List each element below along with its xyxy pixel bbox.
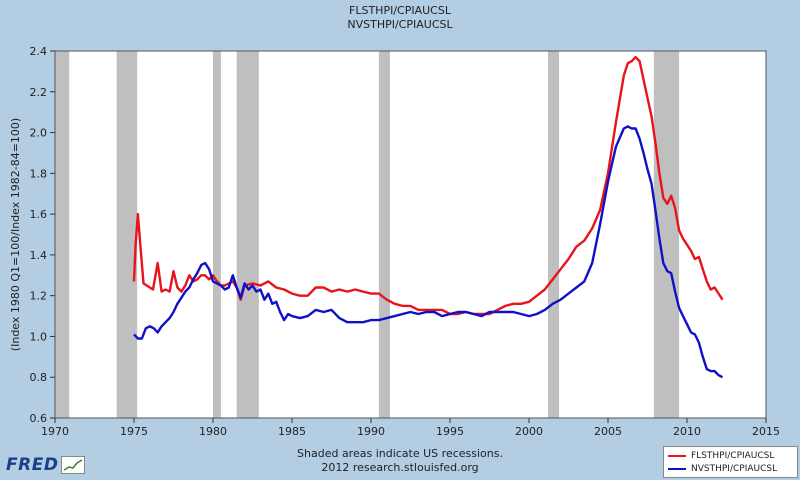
- recession-band-4: [378, 51, 390, 418]
- y-tick-label-2: 1.0: [30, 330, 48, 343]
- chart-title-line-1: FLSTHPI/CPIAUCSL: [349, 4, 451, 17]
- x-tick-label-3: 1985: [278, 425, 306, 438]
- y-axis-label: (Index 1980 Q1=100/Index 1982-84=100): [9, 118, 22, 351]
- source-note: 2012 research.stlouisfed.org: [321, 461, 479, 474]
- x-tick-label-5: 1995: [436, 425, 464, 438]
- recession-band-0: [55, 51, 70, 418]
- recession-band-6: [653, 51, 680, 418]
- legend-label-nv: NVSTHPI/CPIAUCSL: [691, 464, 778, 474]
- x-tick-label-2: 1980: [199, 425, 227, 438]
- chart-legend: FLSTHPI/CPIAUCSL NVSTHPI/CPIAUCSL: [663, 446, 798, 478]
- legend-item-fl: FLSTHPI/CPIAUCSL: [668, 450, 774, 462]
- legend-label-fl: FLSTHPI/CPIAUCSL: [691, 451, 775, 461]
- plot-frame: [54, 50, 767, 419]
- x-tick-label-1: 1975: [120, 425, 148, 438]
- legend-item-nv: NVSTHPI/CPIAUCSL: [668, 463, 777, 475]
- x-tick-label-4: 1990: [357, 425, 385, 438]
- fred-logo[interactable]: FRED: [6, 455, 86, 475]
- recession-band-5: [547, 51, 560, 418]
- y-tick-label-4: 1.4: [30, 249, 48, 262]
- mini-chart-icon: [61, 456, 86, 474]
- series-line-nv: [133, 125, 724, 379]
- y-tick-label-8: 2.2: [30, 86, 48, 99]
- y-tick-label-9: 2.4: [30, 45, 48, 58]
- plot-area: [55, 51, 766, 418]
- y-tick-label-1: 0.8: [30, 371, 48, 384]
- legend-swatch-fl: [668, 455, 686, 457]
- y-tick-label-5: 1.6: [30, 208, 48, 221]
- x-tick-label-7: 2005: [594, 425, 622, 438]
- y-tick-label-7: 2.0: [30, 127, 48, 140]
- legend-swatch-nv: [668, 468, 686, 470]
- x-tick-label-9: 2015: [752, 425, 780, 438]
- recession-band-3: [236, 51, 259, 418]
- recession-band-1: [116, 51, 138, 418]
- recession-band-2: [213, 51, 221, 418]
- y-tick-label-3: 1.2: [30, 290, 48, 303]
- y-tick-label-0: 0.6: [30, 412, 48, 425]
- y-tick-label-6: 1.8: [30, 167, 48, 180]
- x-tick-label-8: 2010: [673, 425, 701, 438]
- fred-logo-text: FRED: [6, 455, 59, 475]
- recession-note: Shaded areas indicate US recessions.: [297, 447, 503, 460]
- x-tick-label-6: 2000: [515, 425, 543, 438]
- series-line-fl: [132, 55, 724, 316]
- chart-title-line-2: NVSTHPI/CPIAUCSL: [347, 18, 453, 31]
- x-tick-label-0: 1970: [41, 425, 69, 438]
